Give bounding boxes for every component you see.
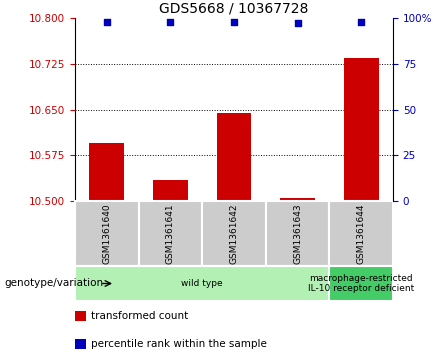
Point: [358, 19, 365, 25]
Point: [230, 19, 237, 25]
Text: GSM1361640: GSM1361640: [102, 203, 111, 264]
Text: GSM1361642: GSM1361642: [229, 203, 239, 264]
Bar: [266, 201, 330, 266]
Point: [103, 19, 110, 25]
Text: transformed count: transformed count: [91, 311, 188, 321]
Text: GSM1361643: GSM1361643: [293, 203, 302, 264]
Text: GSM1361641: GSM1361641: [166, 203, 175, 264]
Bar: [153, 180, 188, 201]
Point: [167, 19, 174, 25]
Bar: [280, 198, 315, 201]
Text: percentile rank within the sample: percentile rank within the sample: [91, 339, 267, 349]
Bar: [344, 58, 379, 201]
Bar: [75, 201, 139, 266]
Text: genotype/variation: genotype/variation: [4, 278, 103, 289]
Bar: [139, 201, 202, 266]
Text: GSM1361644: GSM1361644: [357, 203, 366, 264]
Text: wild type: wild type: [181, 279, 223, 288]
Title: GDS5668 / 10367728: GDS5668 / 10367728: [159, 1, 309, 16]
Bar: [75, 311, 86, 321]
Bar: [75, 339, 86, 349]
Bar: [202, 201, 266, 266]
Bar: [89, 143, 124, 201]
Bar: [75, 266, 330, 301]
Bar: [330, 201, 393, 266]
Bar: [216, 113, 252, 201]
Bar: [330, 266, 393, 301]
Point: [294, 21, 301, 26]
Text: macrophage-restricted
IL-10 receptor deficient: macrophage-restricted IL-10 receptor def…: [308, 274, 414, 293]
